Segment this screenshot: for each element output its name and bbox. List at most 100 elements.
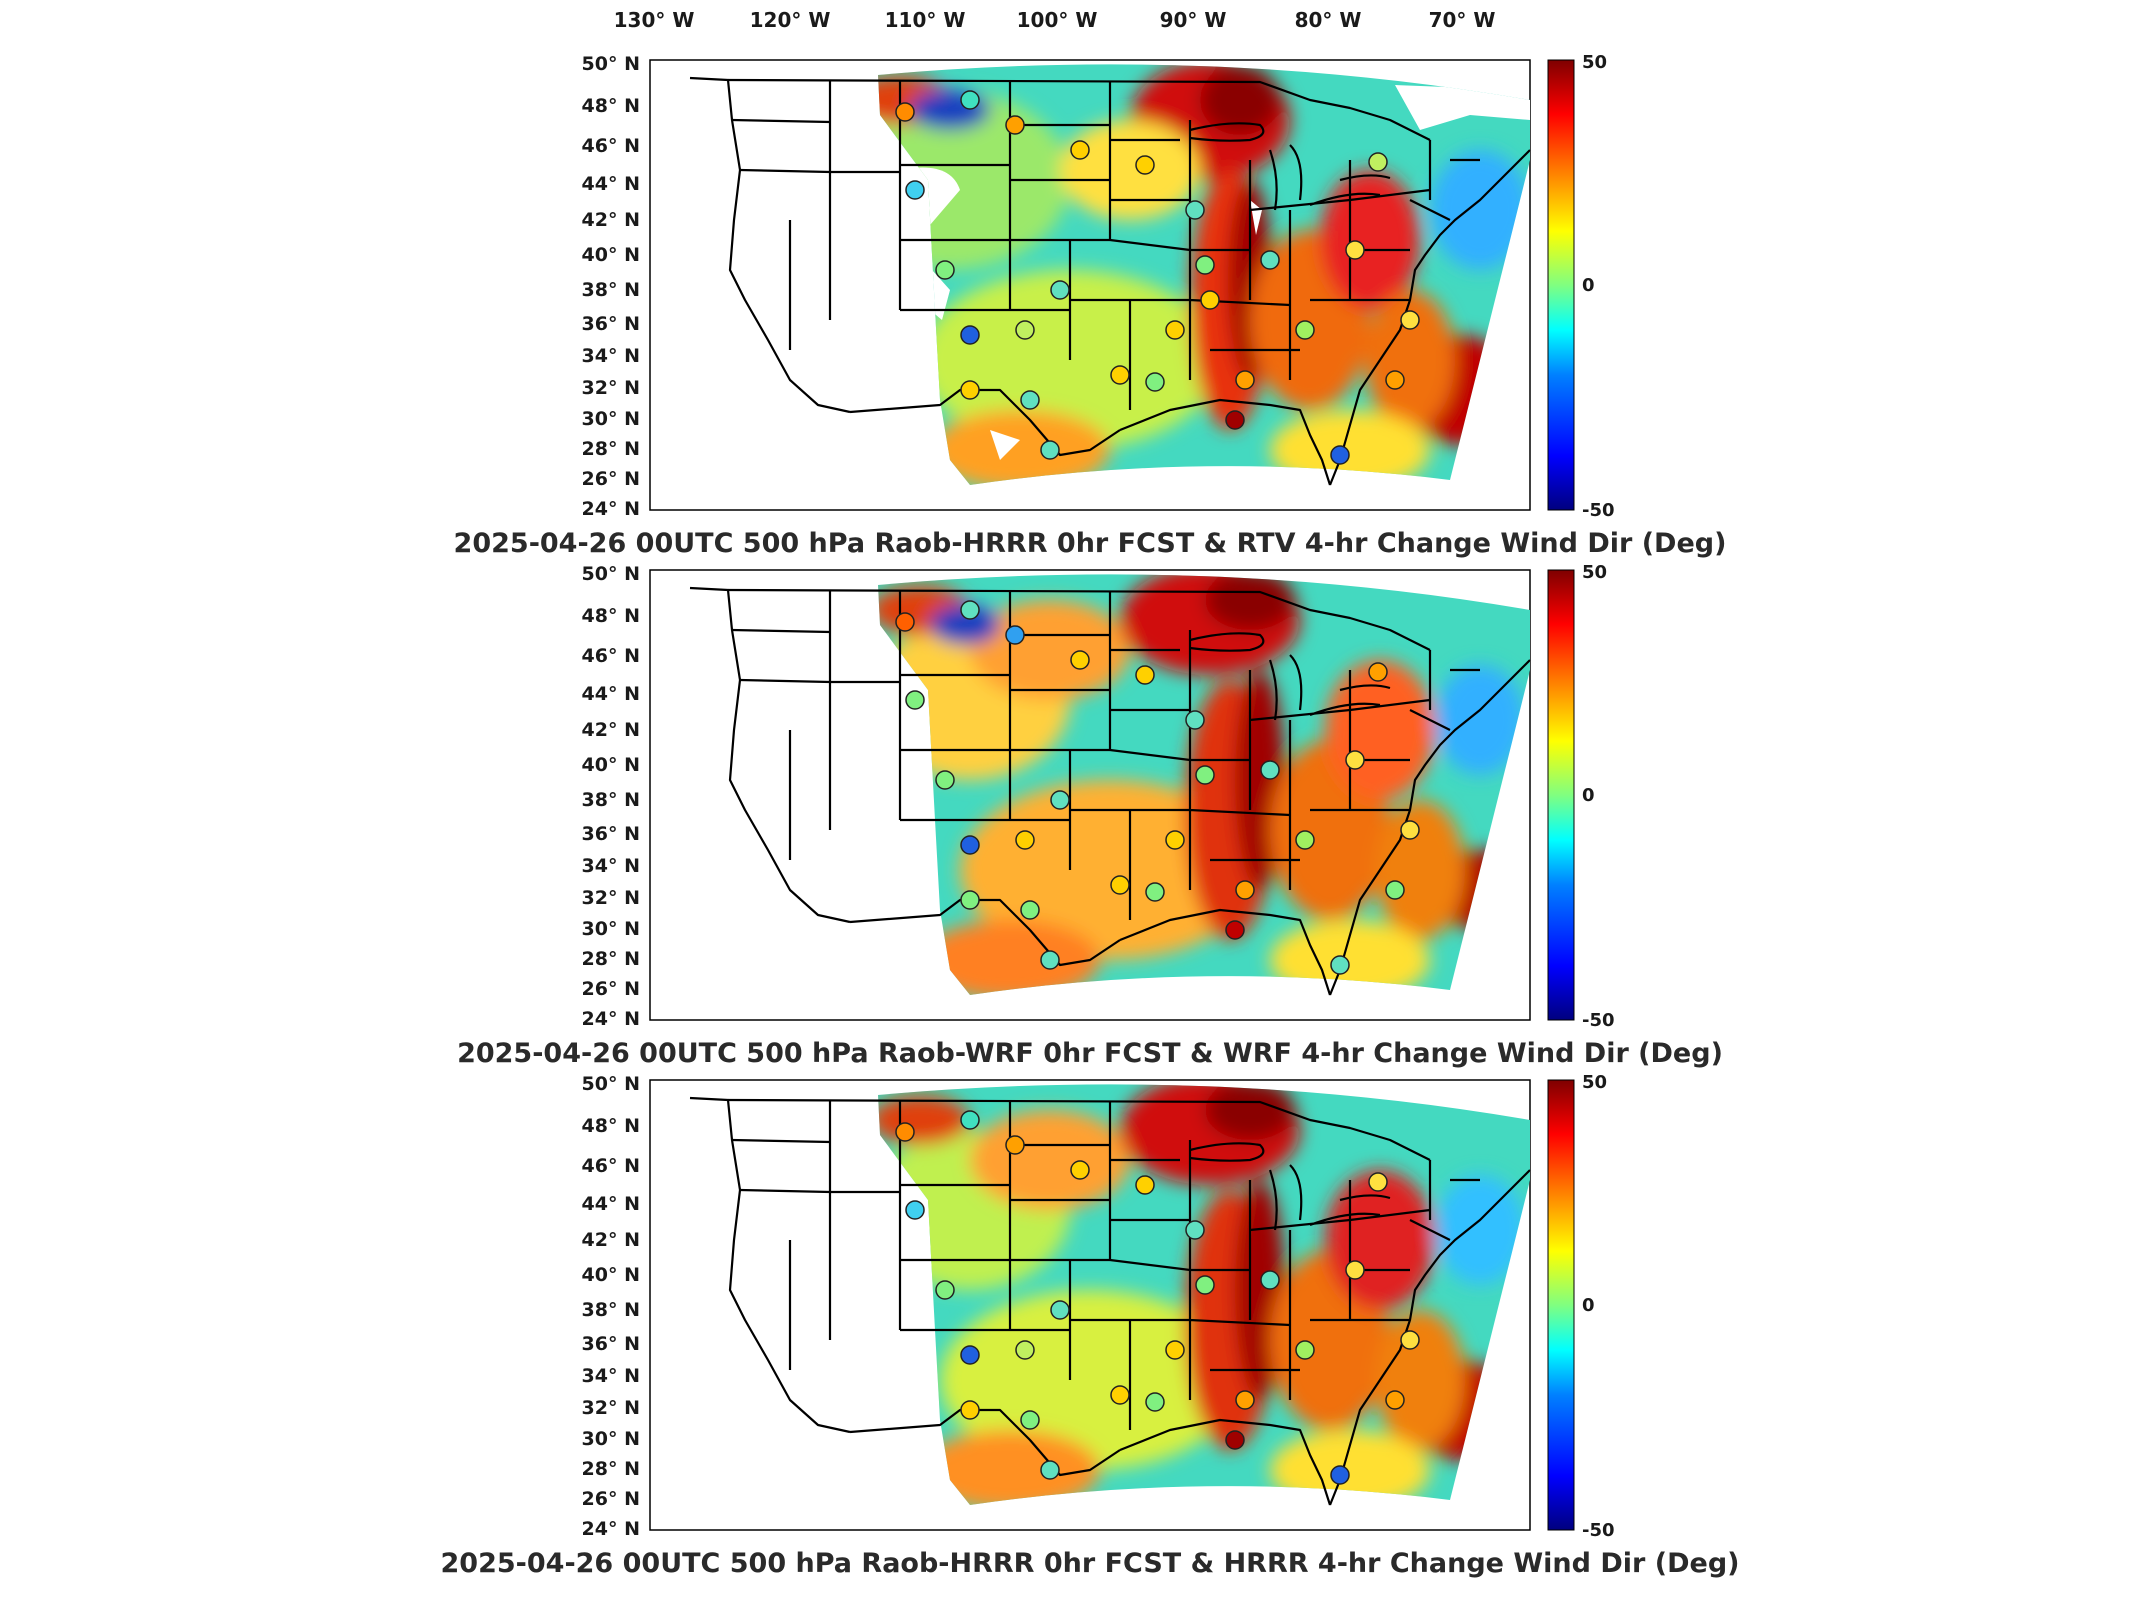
lat-label: 34° N bbox=[582, 1365, 640, 1387]
colorbar-max-label: 50 bbox=[1582, 52, 1607, 73]
raob-marker bbox=[960, 890, 980, 910]
raob-marker bbox=[1235, 370, 1255, 390]
raob-marker bbox=[1135, 155, 1155, 175]
lat-label: 40° N bbox=[582, 244, 640, 266]
raob-marker bbox=[1145, 1392, 1165, 1412]
colorbar-min-label: -50 bbox=[1582, 1520, 1615, 1541]
raob-marker bbox=[1235, 1390, 1255, 1410]
raob-marker bbox=[1165, 320, 1185, 340]
lat-label: 34° N bbox=[582, 855, 640, 877]
raob-marker bbox=[1330, 1465, 1350, 1485]
colorbar-max-label: 50 bbox=[1582, 562, 1607, 583]
raob-marker bbox=[1345, 240, 1365, 260]
raob-marker bbox=[1040, 1460, 1060, 1480]
raob-marker bbox=[1040, 440, 1060, 460]
raob-marker bbox=[960, 1110, 980, 1130]
lat-label: 28° N bbox=[582, 1458, 640, 1480]
colorbar-mid-label: 0 bbox=[1582, 1295, 1595, 1316]
raob-marker bbox=[1050, 1300, 1070, 1320]
raob-marker bbox=[960, 380, 980, 400]
latitude-labels-panel-1: 50° N 48° N 46° N 44° N 42° N 40° N 38° … bbox=[582, 53, 640, 520]
lat-label: 34° N bbox=[582, 345, 640, 367]
raob-marker bbox=[1345, 1260, 1365, 1280]
wind-change-field bbox=[878, 64, 1530, 485]
raob-marker bbox=[1400, 310, 1420, 330]
raob-marker bbox=[1260, 760, 1280, 780]
raob-marker bbox=[1200, 290, 1220, 310]
lat-label: 42° N bbox=[582, 719, 640, 741]
raob-marker bbox=[1050, 280, 1070, 300]
raob-markers bbox=[895, 90, 1420, 465]
colorbar-max-label: 50 bbox=[1582, 1072, 1607, 1093]
raob-marker bbox=[1368, 1172, 1388, 1192]
lat-label: 48° N bbox=[582, 605, 640, 627]
raob-marker bbox=[1145, 372, 1165, 392]
raob-marker bbox=[1145, 882, 1165, 902]
raob-marker bbox=[895, 102, 915, 122]
longitude-labels: 130° W 120° W 110° W 100° W 90° W 80° W … bbox=[614, 8, 1496, 32]
raob-marker bbox=[1385, 880, 1405, 900]
lat-label: 46° N bbox=[582, 135, 640, 157]
raob-marker bbox=[1050, 790, 1070, 810]
lat-label: 48° N bbox=[582, 1115, 640, 1137]
raob-marker bbox=[1400, 820, 1420, 840]
lat-label: 38° N bbox=[582, 789, 640, 811]
lat-label: 44° N bbox=[582, 1193, 640, 1215]
lat-label: 48° N bbox=[582, 95, 640, 117]
raob-marker bbox=[1295, 830, 1315, 850]
lat-label: 36° N bbox=[582, 313, 640, 335]
colorbar-panel-1: 50 0 -50 bbox=[1547, 52, 1615, 521]
raob-marker bbox=[1185, 710, 1205, 730]
panel-3-title: 2025-04-26 00UTC 500 hPa Raob-HRRR 0hr F… bbox=[441, 1548, 1740, 1579]
raob-marker bbox=[960, 835, 980, 855]
raob-marker bbox=[1345, 750, 1365, 770]
colorbar-min-label: -50 bbox=[1582, 500, 1615, 521]
raob-marker bbox=[960, 325, 980, 345]
raob-markers bbox=[895, 600, 1420, 975]
raob-marker bbox=[1260, 1270, 1280, 1290]
lat-label: 32° N bbox=[582, 1397, 640, 1419]
raob-marker bbox=[1330, 445, 1350, 465]
raob-marker bbox=[960, 600, 980, 620]
raob-marker bbox=[1400, 1330, 1420, 1350]
raob-marker bbox=[1015, 1340, 1035, 1360]
raob-marker bbox=[1135, 1175, 1155, 1195]
raob-marker bbox=[960, 1345, 980, 1365]
raob-markers bbox=[895, 1110, 1420, 1485]
latitude-labels-panel-3: 50° N 48° N 46° N 44° N 42° N 40° N 38° … bbox=[582, 1073, 640, 1540]
raob-marker bbox=[1385, 1390, 1405, 1410]
raob-marker bbox=[1225, 410, 1245, 430]
lat-label: 30° N bbox=[582, 918, 640, 940]
raob-marker bbox=[1330, 955, 1350, 975]
raob-marker bbox=[1015, 320, 1035, 340]
lat-label: 30° N bbox=[582, 408, 640, 430]
lat-label: 42° N bbox=[582, 209, 640, 231]
raob-marker bbox=[1225, 920, 1245, 940]
lon-label-100w: 100° W bbox=[1017, 8, 1098, 32]
raob-marker bbox=[1235, 880, 1255, 900]
raob-marker bbox=[1195, 255, 1215, 275]
lat-label: 44° N bbox=[582, 173, 640, 195]
panel-2-title: 2025-04-26 00UTC 500 hPa Raob-WRF 0hr FC… bbox=[457, 1038, 1723, 1069]
lat-label: 50° N bbox=[582, 53, 640, 75]
raob-marker bbox=[1368, 152, 1388, 172]
lat-label: 36° N bbox=[582, 1333, 640, 1355]
raob-marker bbox=[1225, 1430, 1245, 1450]
raob-marker bbox=[1070, 140, 1090, 160]
lat-label: 50° N bbox=[582, 563, 640, 585]
raob-marker bbox=[1020, 900, 1040, 920]
raob-marker bbox=[905, 690, 925, 710]
colorbar-mid-label: 0 bbox=[1582, 785, 1595, 806]
lat-label: 36° N bbox=[582, 823, 640, 845]
raob-marker bbox=[895, 1122, 915, 1142]
raob-marker bbox=[1005, 1135, 1025, 1155]
lat-label: 24° N bbox=[582, 1008, 640, 1030]
lon-label-90w: 90° W bbox=[1160, 8, 1227, 32]
raob-marker bbox=[1368, 662, 1388, 682]
raob-marker bbox=[1020, 1410, 1040, 1430]
raob-marker bbox=[960, 1400, 980, 1420]
lat-label: 40° N bbox=[582, 754, 640, 776]
panel-1 bbox=[649, 59, 1532, 511]
colorbar-min-label: -50 bbox=[1582, 1010, 1615, 1031]
